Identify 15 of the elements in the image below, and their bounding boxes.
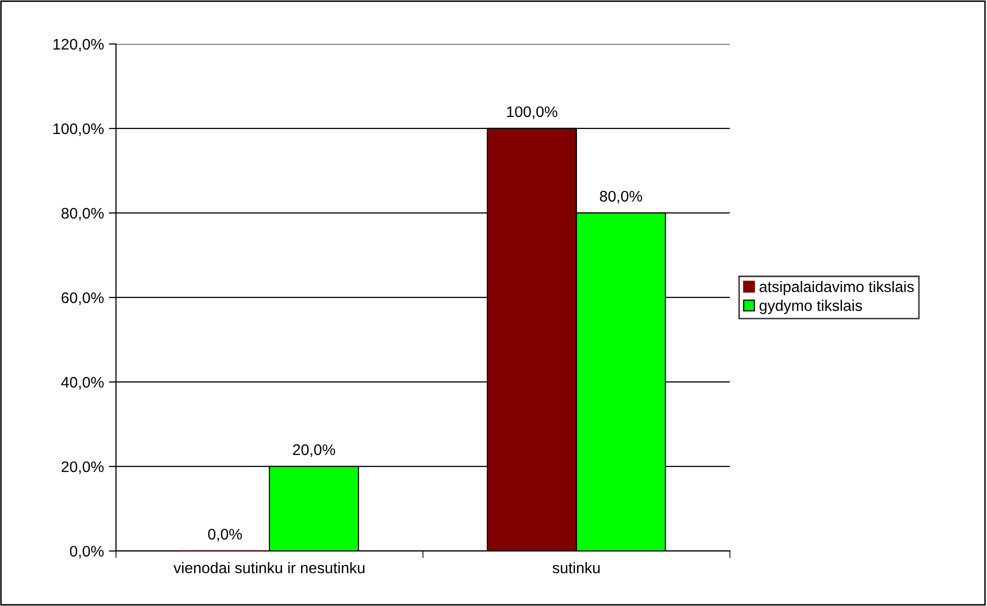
data-label: 80,0% <box>600 190 642 204</box>
data-label: 0,0% <box>208 528 242 542</box>
x-tick-label: sutinku <box>552 562 600 574</box>
y-tick-label: 20,0% <box>62 461 104 474</box>
legend-label: gydymo tikslais <box>760 300 862 314</box>
legend-label: atsipalaidavimo tikslais <box>760 280 914 296</box>
x-tick-label: vienodai sutinku ir nesutinku <box>174 562 364 574</box>
y-tick-label: 100,0% <box>54 123 104 136</box>
data-label: 100,0% <box>507 106 558 119</box>
y-tick-label: 40,0% <box>61 376 104 390</box>
y-tick-label: 0,0% <box>70 546 104 558</box>
y-tick-label: 60,0% <box>62 292 104 305</box>
y-tick-label: 120,0% <box>54 38 104 52</box>
y-tick-label: 80,0% <box>62 208 104 220</box>
data-label: 20,0% <box>293 444 336 457</box>
